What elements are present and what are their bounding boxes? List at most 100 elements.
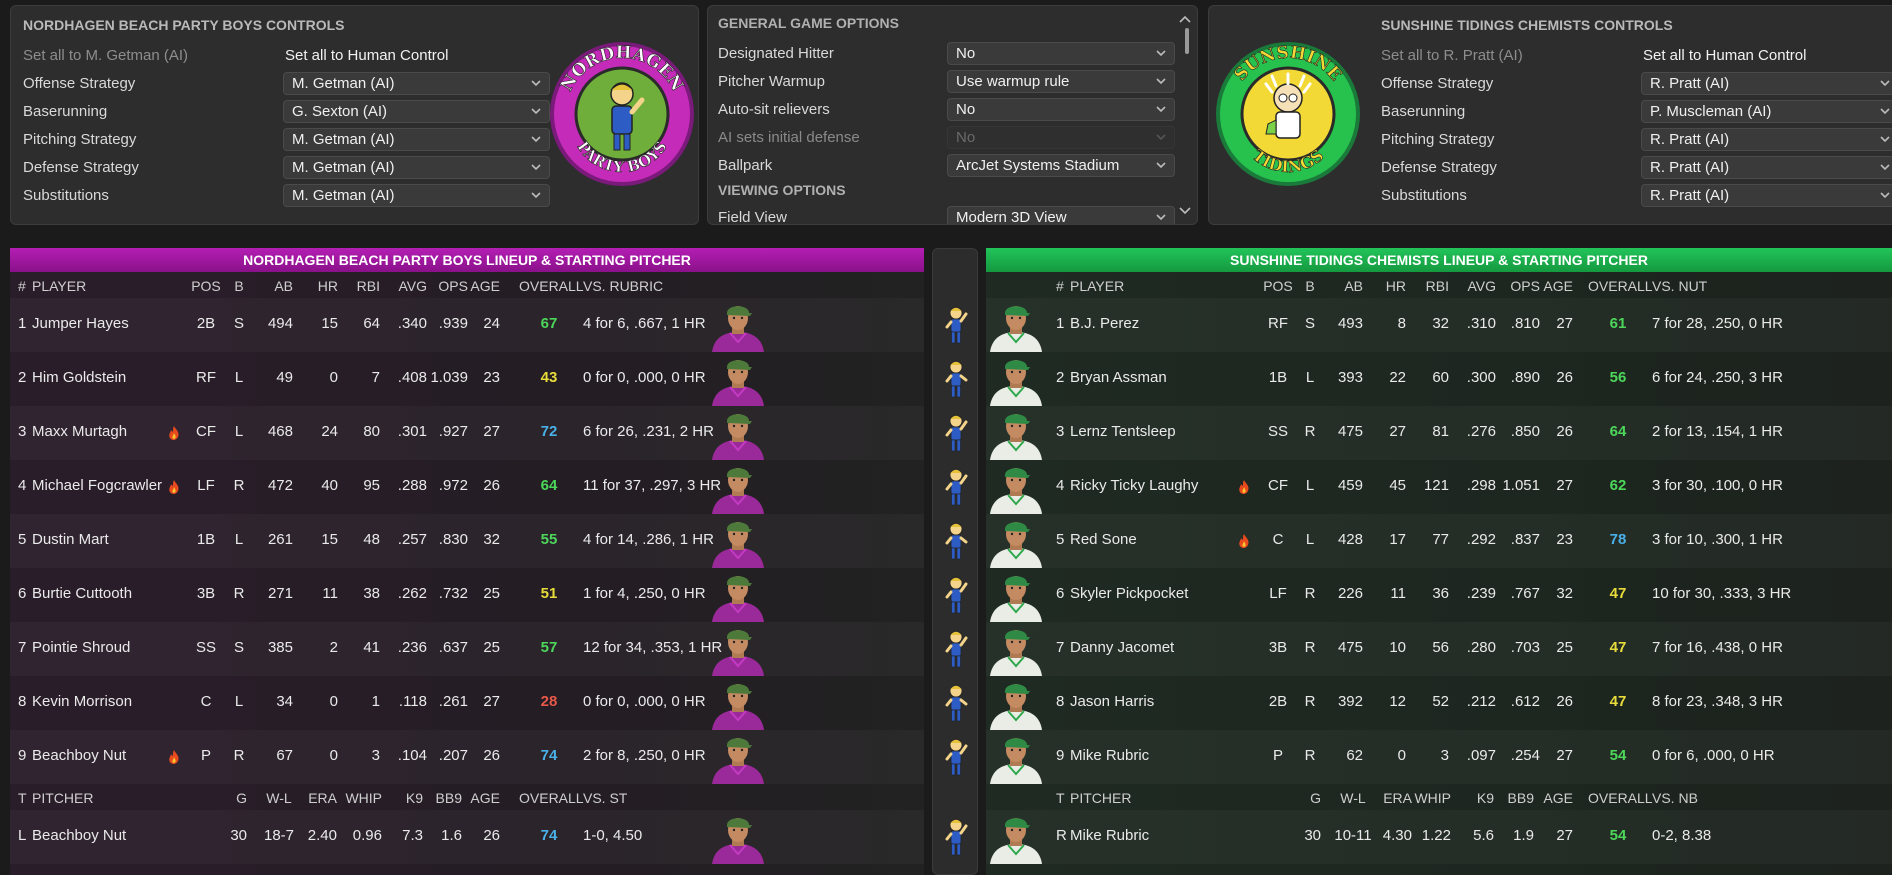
player-portrait[interactable] [708, 298, 768, 352]
player-portrait[interactable] [986, 406, 1046, 460]
home-pitcher-col-header-k9[interactable]: K9 [1476, 790, 1494, 806]
home-col-header-b[interactable]: B [1305, 278, 1315, 294]
home-pitcher-col-header-vs-nb[interactable]: VS. NB [1652, 790, 1698, 806]
home-col-header-age[interactable]: AGE [1543, 278, 1573, 294]
option-pitcher-warmup-dropdown[interactable]: Use warmup rule [947, 70, 1175, 93]
away-baserunning-dropdown[interactable]: G. Sexton (AI) [283, 100, 550, 123]
vault-boy-icon[interactable] [944, 359, 968, 399]
player-portrait[interactable] [708, 568, 768, 622]
away-col-header-hr[interactable]: HR [317, 278, 338, 294]
option-auto-sit-relievers-dropdown[interactable]: No [947, 98, 1175, 121]
home-set-all-human-link[interactable]: Set all to Human Control [1643, 47, 1807, 64]
home-set-all-ai-link[interactable]: Set all to R. Pratt (AI) [1381, 47, 1523, 64]
vault-boy-icon[interactable] [944, 467, 968, 507]
pitcher-portrait[interactable] [708, 810, 768, 864]
home-pitcher-col-header-g[interactable]: G [1310, 790, 1321, 806]
home-col-header-player[interactable]: PLAYER [1070, 278, 1125, 294]
away-pitcher-col-header-whip[interactable]: WHIP [345, 790, 382, 806]
player-portrait[interactable] [708, 514, 768, 568]
player-name[interactable]: Jason Harris [1070, 693, 1155, 710]
vault-boy-icon[interactable] [944, 305, 968, 345]
home-col-header-hr[interactable]: HR [1385, 278, 1406, 294]
away-offense-strategy-dropdown[interactable]: M. Getman (AI) [283, 72, 550, 95]
away-set-all-ai-link[interactable]: Set all to M. Getman (AI) [23, 47, 189, 64]
player-name[interactable]: Dustin Mart [32, 531, 109, 548]
away-pitcher-col-header-era[interactable]: ERA [308, 790, 337, 806]
away-col-header-pos[interactable]: POS [191, 278, 221, 294]
home-pitching-strategy-dropdown[interactable]: R. Pratt (AI) [1641, 128, 1892, 151]
pitcher-portrait[interactable] [986, 810, 1046, 864]
home-col-header-rbi[interactable]: RBI [1425, 278, 1449, 294]
vault-boy-icon[interactable] [944, 817, 968, 857]
player-portrait[interactable] [708, 730, 768, 784]
player-name[interactable]: Jumper Hayes [32, 315, 129, 332]
away-pitcher-col-header-vs-st[interactable]: VS. ST [583, 790, 628, 806]
home-pitcher-col-header-whip[interactable]: WHIP [1414, 790, 1451, 806]
player-name[interactable]: Kevin Morrison [32, 693, 133, 710]
away-col-header-b[interactable]: B [234, 278, 244, 294]
player-name[interactable]: Burtie Cuttooth [32, 585, 133, 602]
away-defense-strategy-dropdown[interactable]: M. Getman (AI) [283, 156, 550, 179]
away-col-header-rbi[interactable]: RBI [356, 278, 380, 294]
player-name[interactable]: Ricky Ticky Laughy [1070, 477, 1199, 494]
away-col-header-age[interactable]: AGE [470, 278, 500, 294]
away-pitcher-col-header-g[interactable]: G [236, 790, 247, 806]
vault-boy-icon[interactable] [944, 737, 968, 777]
player-portrait[interactable] [986, 514, 1046, 568]
scroll-up-icon[interactable] [1179, 14, 1191, 24]
player-portrait[interactable] [986, 298, 1046, 352]
player-portrait[interactable] [708, 622, 768, 676]
home-pitcher-col-header-era[interactable]: ERA [1383, 790, 1412, 806]
home-offense-strategy-dropdown[interactable]: R. Pratt (AI) [1641, 72, 1892, 95]
player-name[interactable]: Lernz Tentsleep [1070, 423, 1176, 440]
vault-boy-icon[interactable] [944, 521, 968, 561]
home-pitcher-col-header-t[interactable]: T [1056, 790, 1065, 806]
player-portrait[interactable] [708, 406, 768, 460]
player-portrait[interactable] [708, 460, 768, 514]
home-baserunning-dropdown[interactable]: P. Muscleman (AI) [1641, 100, 1892, 123]
player-portrait[interactable] [986, 568, 1046, 622]
home-col-header-overall[interactable]: OVERALL [1588, 278, 1653, 294]
away-col-header-ab[interactable]: AB [274, 278, 293, 294]
away-pitcher-col-header-age[interactable]: AGE [470, 790, 500, 806]
field-view-dropdown[interactable]: Modern 3D View [947, 206, 1175, 224]
player-name[interactable]: Red Sone [1070, 531, 1137, 548]
home-pitcher-col-header-bb9[interactable]: BB9 [1507, 790, 1534, 806]
home-col-header-avg[interactable]: AVG [1467, 278, 1496, 294]
options-scrollbar-thumb[interactable] [1185, 28, 1189, 54]
player-name[interactable]: Him Goldstein [32, 369, 127, 386]
away-col-header-player[interactable]: PLAYER [32, 278, 87, 294]
home-col-header-pos[interactable]: POS [1263, 278, 1293, 294]
away-col-header-number[interactable]: # [18, 278, 26, 294]
player-name[interactable]: Pointie Shroud [32, 639, 131, 656]
player-name[interactable]: Michael Fogcrawler [32, 477, 163, 494]
home-col-header-ops[interactable]: OPS [1510, 278, 1540, 294]
vault-boy-icon[interactable] [944, 413, 968, 453]
starting-pitcher-row[interactable] [10, 810, 924, 864]
home-pitcher-col-header-age[interactable]: AGE [1543, 790, 1573, 806]
scroll-down-icon[interactable] [1179, 206, 1191, 216]
player-name[interactable]: Beachboy Nut [32, 747, 127, 764]
player-name[interactable]: B.J. Perez [1070, 315, 1140, 332]
away-set-all-human-link[interactable]: Set all to Human Control [285, 47, 449, 64]
pitcher-name[interactable]: Mike Rubric [1070, 827, 1150, 844]
home-substitutions-dropdown[interactable]: R. Pratt (AI) [1641, 184, 1892, 207]
option-ballpark-dropdown[interactable]: ArcJet Systems Stadium [947, 154, 1175, 177]
away-pitcher-col-header-overall[interactable]: OVERALL [519, 790, 584, 806]
player-name[interactable]: Bryan Assman [1070, 369, 1167, 386]
home-col-header-vs-nut[interactable]: VS. NUT [1652, 278, 1708, 294]
home-col-header-number[interactable]: # [1056, 278, 1064, 294]
away-pitcher-col-header-t[interactable]: T [18, 790, 27, 806]
away-pitcher-col-header-w-l[interactable]: W-L [266, 790, 292, 806]
pitcher-name[interactable]: Beachboy Nut [32, 827, 127, 844]
home-pitcher-col-header-w-l[interactable]: W-L [1340, 790, 1366, 806]
away-substitutions-dropdown[interactable]: M. Getman (AI) [283, 184, 550, 207]
away-pitching-strategy-dropdown[interactable]: M. Getman (AI) [283, 128, 550, 151]
away-col-header-ops[interactable]: OPS [438, 278, 468, 294]
player-name[interactable]: Skyler Pickpocket [1070, 585, 1189, 602]
away-pitcher-col-header-k9[interactable]: K9 [405, 790, 423, 806]
home-col-header-ab[interactable]: AB [1344, 278, 1363, 294]
player-portrait[interactable] [986, 730, 1046, 784]
away-col-header-vs-rubric[interactable]: VS. RUBRIC [583, 278, 664, 294]
player-portrait[interactable] [708, 352, 768, 406]
